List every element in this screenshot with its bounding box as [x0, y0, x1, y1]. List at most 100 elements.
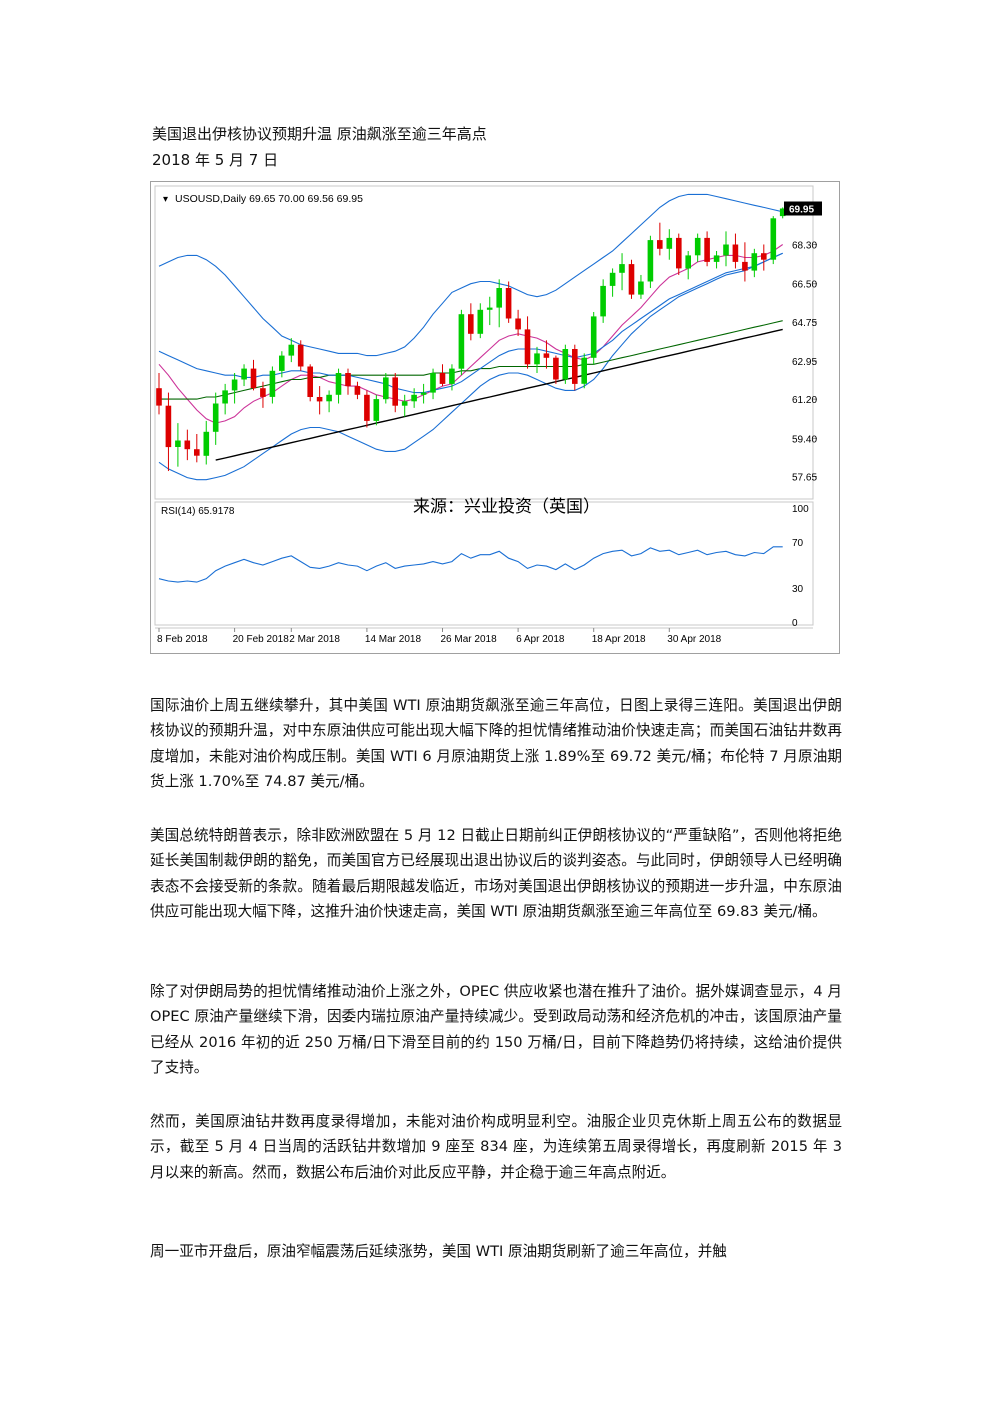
rsi-tick-label: 30: [792, 584, 804, 595]
paragraph-1: 国际油价上周五继续攀升，其中美国 WTI 原油期货飙涨至逾三年高位，日图上录得三…: [150, 697, 842, 790]
candle-body: [231, 379, 238, 391]
paragraph-5: 周一亚市开盘后，原油窄幅震荡后延续涨势，美国 WTI 原油期货刷新了逾三年高位，…: [150, 1243, 727, 1260]
price-tick-label: 61.20: [792, 395, 817, 406]
candle-body: [345, 373, 351, 387]
candle-body: [732, 244, 739, 262]
candle-body: [373, 399, 380, 421]
candle-body: [694, 237, 701, 256]
candle-body: [685, 255, 691, 269]
candle-body: [449, 368, 455, 384]
price-chart: 69.95 68.30 66.50 64.75 62.95 61.20 59.40 57.65…: [150, 181, 840, 654]
price-tick-label: 64.75: [792, 318, 817, 329]
candle-body: [250, 368, 257, 389]
candle-body: [657, 240, 663, 249]
rsi-tick-label: 100: [792, 504, 809, 515]
candle-body: [638, 281, 644, 295]
article-date: 2018 年 5 月 7 日: [152, 151, 279, 169]
candle-body: [288, 344, 295, 356]
candle-body: [383, 377, 389, 400]
candle-body: [619, 264, 625, 273]
paragraph-4: 然而，美国原油钻井数再度录得增加，未能对油价构成明显利空。油服企业贝克休斯上周五…: [150, 1113, 842, 1181]
candle-body: [458, 314, 465, 369]
candle-body: [553, 357, 559, 380]
price-panel: [154, 185, 814, 500]
candle-body: [354, 386, 361, 395]
candle-body: [316, 397, 323, 402]
x-tick-label: 26 Mar 2018: [441, 634, 498, 645]
candle-body: [392, 377, 398, 406]
candle-body: [364, 394, 370, 421]
article-title: 美国退出伊核协议预期升温 原油飙涨至逾三年高点: [152, 125, 487, 143]
chart-watermark: 来源：兴业投资（英国）: [413, 497, 600, 517]
price-tick-label: 59.40: [792, 434, 817, 445]
paragraph-3: 除了对伊朗局势的担忧情绪推动油价上涨之外，OPEC 供应收紧也潜在推升了油价。据…: [150, 983, 842, 1076]
x-tick-label: 30 Apr 2018: [667, 634, 721, 645]
candle-body: [212, 403, 219, 432]
ma-black-line: [215, 328, 783, 461]
chart-header: USOUSD,Daily 69.65 70.00 69.56 69.95: [175, 193, 363, 205]
current-price-label: 69.95: [789, 205, 814, 216]
candle-body: [600, 285, 606, 317]
rsi-line-group: [158, 546, 783, 583]
candle-body: [713, 255, 720, 262]
rsi-panel: [154, 501, 814, 626]
candle-body: [534, 353, 540, 365]
candle-body: [761, 253, 767, 260]
candle-body: [543, 353, 550, 358]
candle-body: [260, 388, 266, 397]
candle-body: [420, 392, 427, 395]
candle-body: [411, 394, 417, 402]
x-tick-label: 6 Apr 2018: [516, 634, 565, 645]
candle-body: [704, 237, 710, 262]
chart-svg: 69.95 68.30 66.50 64.75 62.95 61.20 59.40 57.65…: [151, 182, 839, 653]
x-tick-label: 18 Apr 2018: [592, 634, 646, 645]
bollinger-bands: [158, 193, 783, 481]
candle-body: [165, 405, 172, 448]
candle-body: [269, 370, 276, 397]
x-tick-label: 8 Feb 2018: [157, 634, 208, 645]
candle-body: [647, 240, 654, 282]
paragraph-2: 美国总统特朗普表示，除非欧洲欧盟在 5 月 12 日截止日期前纠正伊朗核协议的“…: [150, 827, 842, 920]
ma-blue-mid-line: [158, 252, 783, 394]
x-tick-label: 20 Feb 2018: [233, 634, 290, 645]
candle-body: [326, 394, 332, 402]
candle-body: [742, 261, 748, 271]
candle-body: [676, 237, 682, 269]
axes: 69.95 68.30 66.50 64.75 62.95 61.20 59.40 57.65…: [157, 201, 822, 645]
candle-body: [156, 388, 162, 406]
chevron-down-icon: ▾: [163, 194, 168, 205]
rsi-label: RSI(14) 65.9178: [161, 506, 235, 517]
candle-body: [590, 316, 597, 358]
candle-body: [468, 314, 474, 334]
candle-body: [175, 440, 181, 447]
candle-body: [241, 368, 247, 380]
candle-body: [335, 373, 342, 395]
candle-body: [628, 264, 635, 295]
candle-body: [477, 309, 484, 334]
candle-body: [505, 288, 512, 319]
candle-body: [297, 344, 304, 367]
candle-body: [194, 449, 200, 456]
candle-body: [184, 440, 191, 450]
candle-body: [524, 329, 531, 365]
candle-body: [439, 373, 446, 384]
bollinger-upper-line: [158, 193, 783, 357]
candle-body: [723, 244, 729, 256]
rsi-tick-label: 70: [792, 538, 804, 549]
candle-body: [496, 288, 502, 308]
price-tick-label: 68.30: [792, 241, 817, 252]
candle-body: [609, 272, 616, 286]
candle-body: [779, 208, 786, 217]
x-tick-label: 2 Mar 2018: [289, 634, 340, 645]
candle-body: [486, 307, 493, 310]
rsi-tick-label: 0: [792, 618, 798, 629]
candle-body: [203, 431, 210, 456]
current-price-marker: [784, 201, 822, 216]
candle-body: [581, 357, 587, 384]
candle-body: [307, 366, 313, 397]
candle-body: [430, 373, 436, 393]
candle-body: [751, 253, 758, 271]
candle-body: [562, 349, 569, 380]
bollinger-lower-line: [158, 252, 783, 481]
x-tick-label: 14 Mar 2018: [365, 634, 422, 645]
